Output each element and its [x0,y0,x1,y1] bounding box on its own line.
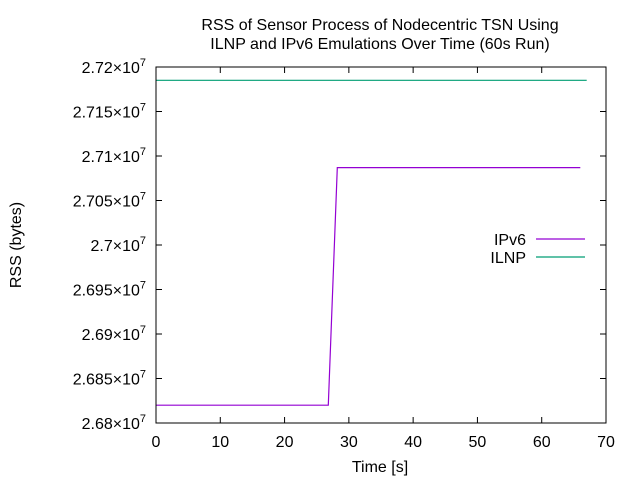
x-axis-label: Time [s] [352,459,408,476]
x-tick-label: 40 [404,434,422,451]
legend-label-ipv6: IPv6 [494,232,526,249]
legend-label-ilnp: ILNP [490,250,526,267]
y-tick-label: 2.685×107 [73,369,146,389]
y-tick-label: 2.715×107 [73,102,146,122]
x-tick-label: 50 [469,434,487,451]
x-tick-label: 10 [211,434,229,451]
axis-ticks [156,67,606,423]
y-axis-label: RSS (bytes) [8,202,25,288]
x-tick-label: 0 [152,434,161,451]
y-tick-label: 2.705×107 [73,191,146,211]
chart-title-line-1: RSS of Sensor Process of Nodecentric TSN… [201,17,558,34]
x-tick-labels: 0 10 20 30 40 50 60 70 [152,434,615,451]
chart-title-line-2: ILNP and IPv6 Emulations Over Time (60s … [210,36,549,53]
y-tick-labels: 2.68×107 2.685×107 2.69×107 2.695×107 2.7×10… [73,57,146,433]
x-tick-label: 60 [533,434,551,451]
y-tick-label: 2.69×107 [82,324,146,344]
x-tick-label: 20 [276,434,294,451]
x-tick-label: 70 [597,434,615,451]
y-tick-label: 2.72×107 [82,57,146,77]
plot-border [156,67,606,423]
series-line-ipv6 [156,168,580,406]
y-tick-label: 2.68×107 [82,413,146,433]
y-tick-label: 2.695×107 [73,280,146,300]
x-tick-label: 30 [340,434,358,451]
y-tick-label: 2.71×107 [82,146,146,166]
y-tick-label: 2.7×107 [90,235,146,255]
